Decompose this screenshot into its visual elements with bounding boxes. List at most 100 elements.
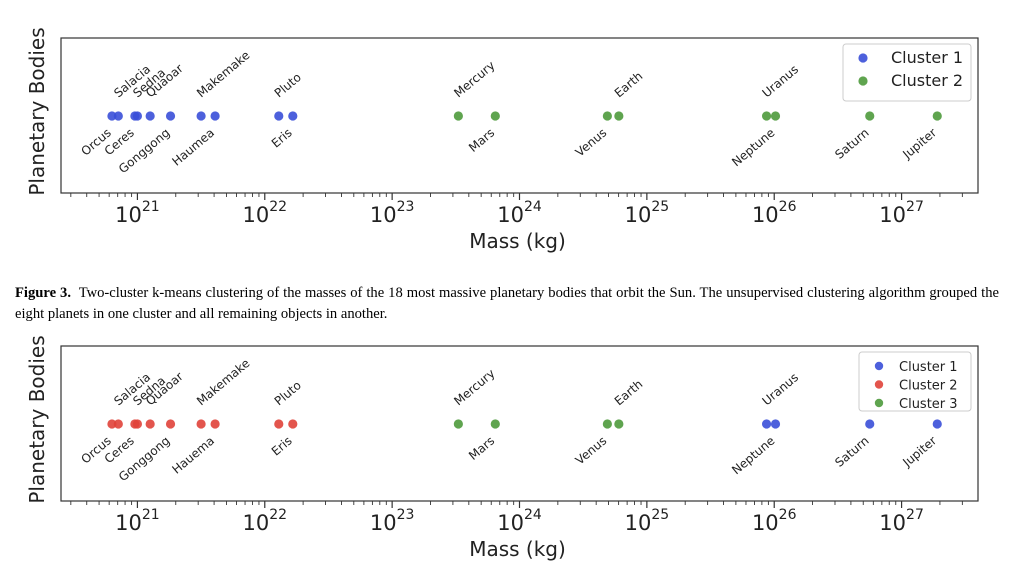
tick-label-exponent: 25 (651, 507, 669, 523)
tick-label-base: 10 (752, 203, 779, 227)
legend-marker-cluster-1 (858, 53, 868, 63)
point-label-venus: Venus (573, 434, 610, 468)
tick-label-22: 1022 (242, 199, 287, 227)
point-label-pluto: Pluto (272, 378, 304, 408)
legend-marker-cluster-1 (874, 361, 884, 371)
x-axis-label: Mass (kg) (469, 537, 566, 561)
point-label-pluto: Pluto (272, 70, 304, 100)
point-label-makemake: Makemake (194, 356, 252, 408)
legend-marker-cluster-2 (858, 76, 868, 86)
legend-label-cluster-1: Cluster 1 (891, 48, 963, 67)
tick-label-exponent: 21 (142, 507, 160, 523)
tick-label-base: 10 (625, 203, 652, 227)
point-label-eris: Eris (269, 126, 295, 151)
point-saturn (865, 111, 875, 121)
tick-label-exponent: 23 (397, 507, 415, 523)
legend: Cluster 1 Cluster 2 (842, 43, 972, 102)
tick-label-base: 10 (879, 511, 906, 535)
tick-label-26: 1026 (752, 199, 797, 227)
tick-label-base: 10 (370, 511, 397, 535)
tick-label-base: 10 (497, 511, 524, 535)
tick-label-25: 1025 (625, 507, 670, 535)
legend-label-cluster-1: Cluster 1 (899, 360, 958, 375)
tick-label-exponent: 26 (779, 199, 797, 215)
figure-caption-text: Two-cluster k-means clustering of the ma… (15, 285, 999, 322)
point-label-venus: Venus (573, 126, 610, 160)
point-eris (288, 419, 298, 429)
tick-label-exponent: 22 (269, 199, 287, 215)
point-label-uranus: Uranus (760, 370, 802, 408)
point-jupiter (932, 419, 942, 429)
point-eris (288, 111, 298, 121)
point-label-haumea: Haumea (169, 126, 217, 169)
point-neptune (770, 419, 781, 429)
figure-caption: Figure 3. Two-cluster k-means clustering… (15, 283, 999, 325)
y-axis-label: Planetary Bodies (25, 28, 49, 196)
point-label-saturn: Saturn (832, 434, 871, 470)
point-haumea (210, 111, 220, 121)
point-label-jupiter: Jupiter (899, 126, 939, 163)
figure-caption-label: Figure 3. (15, 285, 71, 301)
legend: Cluster 1 Cluster 2 Cluster 3 (858, 351, 972, 412)
point-label-saturn: Saturn (832, 126, 871, 162)
tick-label-23: 1023 (370, 507, 415, 535)
point-label-neptune: Neptune (729, 126, 777, 170)
point-salacia (113, 111, 123, 121)
point-label-hauema: Hauema (169, 434, 217, 477)
point-jupiter (932, 111, 942, 121)
point-earth (614, 111, 624, 121)
point-label-earth: Earth (612, 69, 646, 100)
point-label-mars: Mars (466, 126, 497, 155)
tick-label-base: 10 (115, 511, 142, 535)
point-mars (490, 419, 500, 429)
tick-label-24: 1024 (497, 507, 542, 535)
point-quaoar (145, 419, 155, 429)
point-label-uranus: Uranus (760, 62, 802, 100)
point-orcus (107, 419, 117, 429)
point-saturn (865, 419, 875, 429)
legend-marker-cluster-3 (874, 398, 884, 408)
point-label-neptune: Neptune (729, 434, 777, 478)
point-label-earth: Earth (612, 377, 646, 408)
point-label-mercury: Mercury (451, 366, 497, 408)
point-label-eris: Eris (269, 434, 295, 459)
tick-label-base: 10 (879, 203, 906, 227)
point-gonggong (165, 111, 176, 121)
tick-label-exponent: 27 (906, 507, 924, 523)
tick-label-base: 10 (497, 203, 524, 227)
tick-label-base: 10 (242, 511, 269, 535)
legend-label-cluster-3: Cluster 3 (899, 397, 958, 412)
point-label-mars: Mars (466, 434, 497, 463)
point-mercury (453, 111, 463, 121)
legend-marker-cluster-2 (874, 380, 884, 389)
point-sedna (132, 419, 143, 429)
x-axis-ticks (70, 501, 963, 508)
tick-label-exponent: 21 (142, 199, 160, 215)
point-label-jupiter: Jupiter (899, 434, 939, 471)
point-uranus (761, 111, 772, 121)
tick-label-26: 1026 (752, 507, 797, 535)
point-quaoar (145, 111, 155, 121)
point-hauema (210, 419, 220, 429)
tick-label-base: 10 (115, 203, 142, 227)
point-neptune (770, 111, 781, 121)
tick-label-exponent: 27 (906, 199, 924, 215)
tick-label-21: 1021 (115, 507, 160, 535)
legend-box (858, 351, 972, 412)
point-makemake (196, 111, 206, 121)
point-venus (602, 419, 612, 429)
point-uranus (761, 419, 772, 429)
tick-label-24: 1024 (497, 199, 542, 227)
tick-label-25: 1025 (625, 199, 670, 227)
tick-label-exponent: 22 (269, 507, 287, 523)
tick-label-base: 10 (370, 203, 397, 227)
point-pluto (274, 419, 284, 429)
point-mars (490, 111, 500, 121)
point-pluto (274, 111, 284, 121)
point-salacia (113, 419, 123, 429)
tick-label-exponent: 24 (524, 507, 542, 523)
tick-label-21: 1021 (115, 199, 160, 227)
point-label-mercury: Mercury (451, 58, 497, 100)
